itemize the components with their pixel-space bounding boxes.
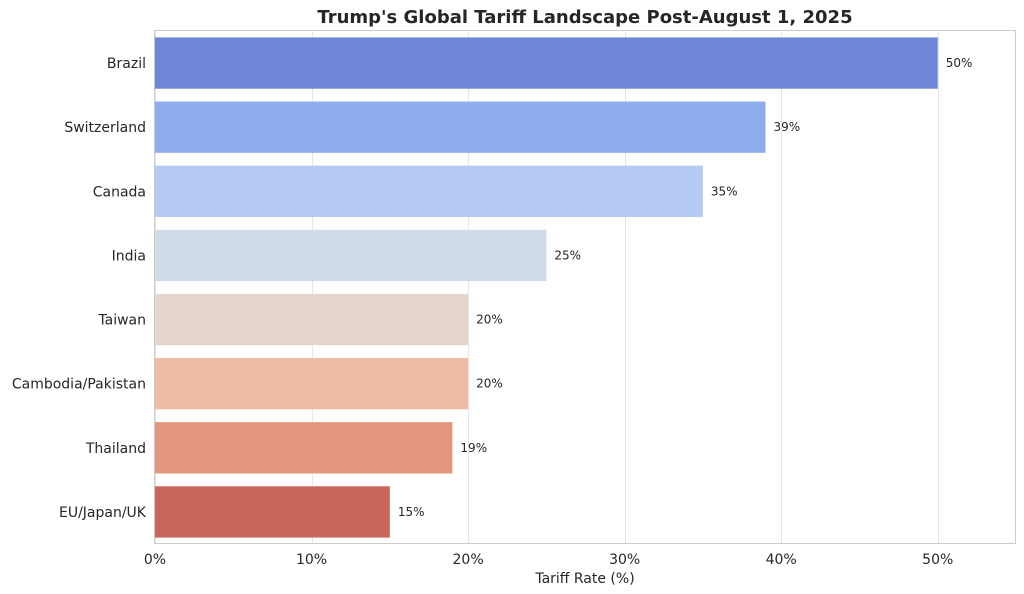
plot-frame (154, 30, 1016, 544)
bar (155, 293, 469, 346)
bar (155, 37, 938, 89)
data-label: 20% (476, 377, 503, 391)
bars: 50% 39% 35% 25% 20% 20% 19% 15% (155, 37, 973, 538)
chart-title: Trump's Global Tariff Landscape Post-Aug… (317, 7, 852, 28)
data-label: 50% (946, 56, 973, 70)
data-label: 20% (476, 313, 503, 327)
category-label: Switzerland (64, 120, 146, 136)
category-label: Thailand (85, 441, 146, 457)
bar (155, 165, 703, 217)
x-axis-label: Tariff Rate (%) (534, 571, 634, 587)
category-label: India (112, 248, 146, 264)
category-label: Brazil (107, 56, 146, 72)
category-label: Cambodia/Pakistan (12, 377, 146, 393)
category-labels: Brazil Switzerland Canada India Taiwan Cambod… (12, 56, 147, 521)
bar (155, 422, 453, 474)
data-label: 35% (711, 184, 738, 198)
category-label: EU/Japan/UK (59, 505, 147, 521)
x-tick-label: 10% (296, 552, 327, 568)
data-label: 25% (554, 248, 581, 262)
data-label: 39% (774, 120, 801, 134)
x-tick-label: 20% (453, 552, 484, 568)
category-label: Taiwan (97, 313, 146, 329)
x-tick-label: 0% (144, 552, 166, 568)
category-label: Canada (93, 184, 146, 200)
x-tick-label: 50% (922, 552, 953, 568)
bar (155, 101, 766, 153)
bar (155, 358, 469, 410)
bar (155, 229, 547, 282)
data-label: 15% (398, 505, 425, 519)
data-label: 19% (460, 441, 487, 455)
bar (155, 486, 390, 538)
x-tick-label: 40% (766, 552, 797, 568)
x-tick-labels: 0% 10% 20% 30% 40% 50% (144, 552, 953, 568)
x-tick-label: 30% (609, 552, 640, 568)
